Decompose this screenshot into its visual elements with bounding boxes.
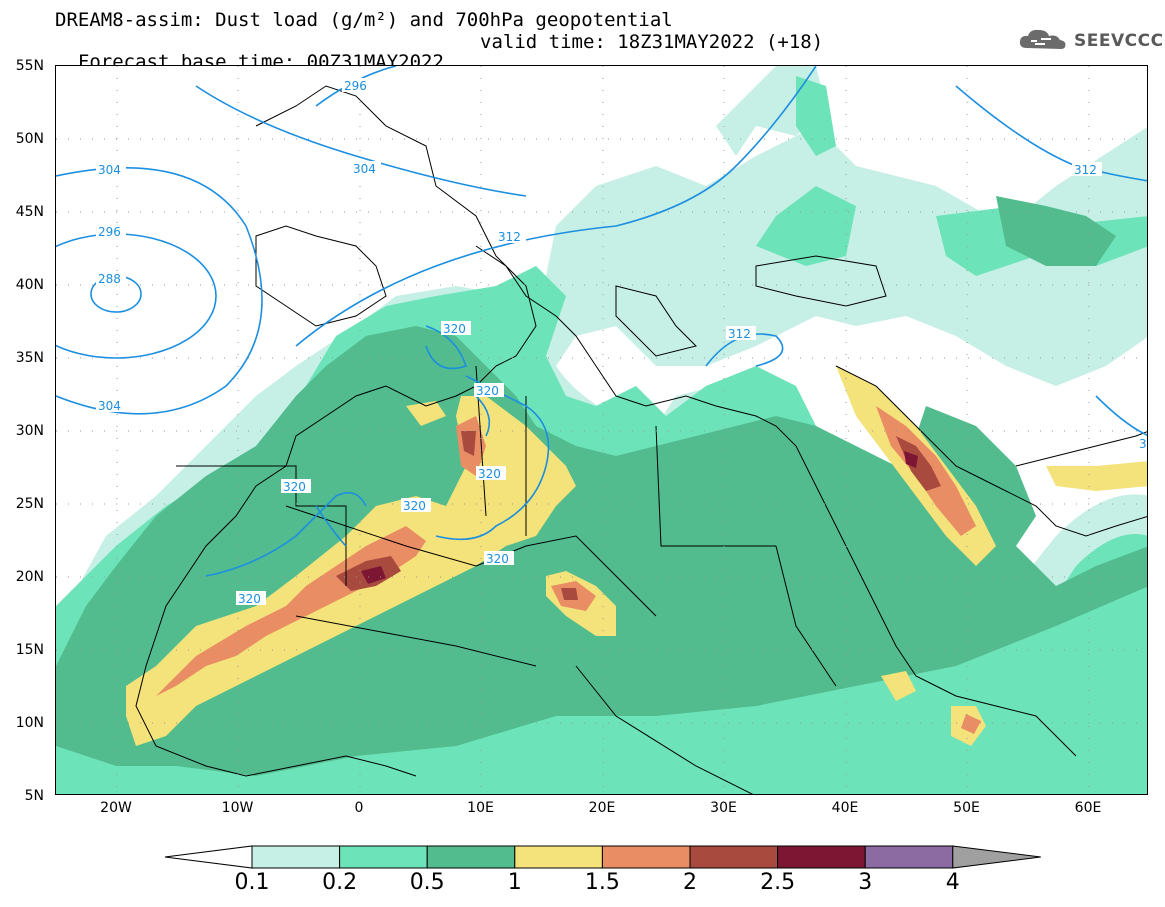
- colorbar-swatch: [251, 845, 341, 869]
- longitude-label: 10W: [221, 800, 254, 816]
- colorbar-level-label: 0.2: [322, 870, 358, 895]
- latitude-label: 20N: [15, 569, 44, 585]
- colorbar-swatch: [426, 845, 516, 869]
- contour-label: 312: [498, 230, 521, 244]
- valid-time: valid time: 18Z31MAY2022 (+18): [480, 31, 824, 53]
- colorbar-swatch: [864, 845, 954, 869]
- colorbar-swatch: [689, 845, 779, 869]
- contour-label: 296: [98, 225, 121, 239]
- coastlines-layer: [135, 85, 1147, 794]
- colorbar-below-triangle: [164, 845, 253, 869]
- cloud-rain-icon: [1019, 29, 1066, 49]
- latitude-label: 10N: [15, 715, 44, 731]
- colorbar-level-label: 0.5: [409, 870, 445, 895]
- map-canvas: 296 304 296 288 304 304 312 312 312 320 …: [56, 66, 1147, 794]
- contour-label: 320: [283, 480, 306, 494]
- contour-label: 296: [344, 79, 367, 93]
- contour-label: 312: [728, 327, 751, 341]
- latitude-label: 30N: [15, 423, 44, 439]
- latitude-label: 40N: [15, 277, 44, 293]
- latitude-label: 45N: [15, 204, 44, 220]
- colorbar-level-label: 0.1: [234, 870, 270, 895]
- latitude-label: 5N: [24, 788, 44, 804]
- contour-label: 304: [98, 163, 121, 177]
- colorbar-level-label: 4: [945, 870, 960, 895]
- longitude-label: 40E: [831, 800, 859, 816]
- geopotential-contours: [56, 66, 1147, 577]
- colorbar-swatch: [601, 845, 691, 869]
- colorbar-above-triangle: [952, 845, 1041, 869]
- contour-label: 288: [98, 272, 121, 286]
- colorbar-level-label: 1: [507, 870, 522, 895]
- colorbar-swatch: [339, 845, 428, 869]
- colorbar-level-label: 2.5: [760, 870, 796, 895]
- map-title: DREAM8-assim: Dust load (g/m²) and 700hP…: [55, 9, 673, 31]
- contour-label: 3: [1139, 437, 1147, 451]
- contour-label: 320: [443, 322, 466, 336]
- longitude-label: 0: [354, 800, 364, 816]
- colorbar-level-label: 2: [683, 870, 697, 895]
- latitude-label: 55N: [15, 58, 44, 74]
- contour-label: 320: [476, 384, 499, 398]
- dust-shading-layer: [56, 66, 1147, 794]
- contour-label: 320: [403, 499, 426, 513]
- contour-labels: 296 304 296 288 304 304 312 312 312 320 …: [96, 78, 1147, 606]
- longitude-label: 30E: [710, 800, 737, 816]
- colorbar-level-label: 1.5: [584, 870, 620, 895]
- latitude-label: 50N: [15, 131, 44, 147]
- contour-label: 304: [353, 162, 376, 176]
- colorbar-swatch: [777, 845, 866, 869]
- contour-label: 312: [1074, 163, 1097, 177]
- latitude-label: 15N: [15, 642, 44, 658]
- colorbar-swatch: [514, 845, 603, 869]
- latitude-label: 35N: [15, 350, 44, 366]
- longitude-label: 10E: [467, 800, 494, 816]
- logo-text: SEEVCCC: [1074, 31, 1164, 51]
- contour-label: 320: [486, 552, 509, 566]
- latitude-label: 25N: [15, 496, 44, 512]
- dust-load-map: 296 304 296 288 304 304 312 312 312 320 …: [55, 65, 1148, 795]
- contour-label: 320: [238, 592, 261, 606]
- seevccc-logo: SEEVCCC: [1017, 28, 1164, 54]
- longitude-label: 20W: [100, 800, 132, 816]
- longitude-label: 20E: [588, 800, 616, 816]
- contour-label: 304: [98, 399, 121, 413]
- contour-label: 320: [478, 467, 501, 481]
- longitude-label: 60E: [1074, 800, 1102, 816]
- longitude-label: 50E: [953, 800, 980, 816]
- colorbar-level-label: 3: [858, 870, 873, 895]
